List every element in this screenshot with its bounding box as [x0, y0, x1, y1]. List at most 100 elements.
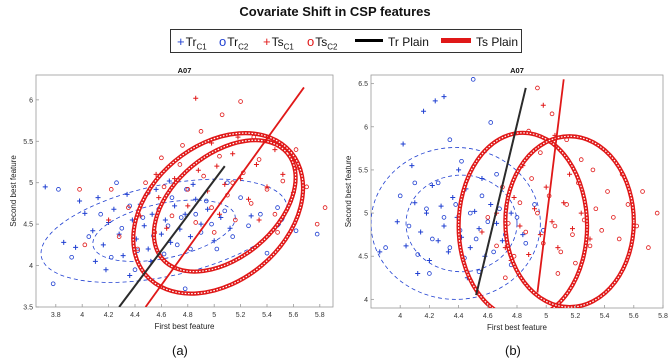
data-point-trc1: [394, 219, 400, 225]
data-point-tsc1: [106, 217, 112, 223]
data-point-trc1: [456, 167, 462, 173]
test-covariance-ellipse: [151, 138, 298, 274]
data-point-tsc1: [222, 181, 228, 187]
data-point-tsc2: [555, 271, 561, 276]
y-tick-label: 4.5: [23, 222, 33, 229]
data-point-tsc2: [304, 184, 309, 190]
test-covariance-ellipse-texture: [458, 132, 588, 308]
data-point-tsc2: [573, 260, 578, 266]
plot-title: A07: [510, 66, 524, 75]
scatter-plot-b: 4 4.2 4.4 4.6 4.8 5 5.2 5.4 5.6 5.8 4 4.5 5 5.5 6 6.5 A0…: [344, 66, 668, 332]
data-point-tsc2: [599, 228, 604, 233]
data-point-tsc2: [77, 187, 82, 192]
x-axis-label: First best feature: [154, 322, 215, 331]
data-point-trc1: [127, 273, 133, 279]
data-point-tsc1: [256, 217, 262, 223]
data-point-tsc1: [549, 219, 555, 225]
data-point-tsc1: [195, 167, 201, 173]
data-point-trc1: [438, 203, 444, 209]
data-point-tsc2: [570, 232, 575, 237]
data-point-trc1: [77, 198, 83, 204]
data-point-tsc2: [82, 242, 88, 248]
data-point-trc2: [225, 180, 230, 186]
x-tick-label: 5.2: [236, 312, 246, 319]
plus-marker-icon: +: [263, 34, 271, 49]
data-point-trc1: [82, 210, 88, 216]
data-point-trc1: [400, 141, 406, 147]
data-point-trc1: [520, 232, 526, 238]
x-tick-label: 4.4: [454, 313, 464, 320]
data-point-tsc1: [246, 196, 252, 202]
data-point-trc1: [435, 238, 441, 244]
data-point-tsc2: [209, 205, 214, 210]
x-axis-label: First best feature: [487, 323, 548, 332]
train-covariance-ellipse: [40, 178, 288, 283]
data-point-trc1: [418, 229, 424, 235]
y-tick-label: 6: [29, 97, 33, 104]
data-point-trc2: [188, 246, 193, 252]
data-point-tsc2: [646, 245, 651, 250]
data-point-trc1: [120, 253, 126, 259]
data-point-trc1: [205, 206, 211, 212]
test-decision-line: [144, 86, 305, 307]
data-point-tsc1: [537, 232, 543, 238]
data-point-tsc2: [108, 187, 114, 192]
data-point-tsc2: [159, 155, 164, 161]
data-point-trc1: [508, 210, 514, 216]
data-point-tsc1: [555, 245, 561, 251]
data-point-tsc2: [558, 249, 564, 255]
train-covariance-ellipse: [92, 199, 236, 262]
test-covariance-ellipse-texture: [504, 135, 635, 308]
data-point-trc1: [450, 195, 456, 201]
data-point-trc2: [406, 223, 412, 229]
data-point-tsc2: [322, 205, 328, 210]
data-point-trc1: [172, 203, 178, 209]
x-tick-label: 5.2: [571, 313, 581, 320]
x-tick-label: 5.8: [315, 312, 325, 319]
data-point-tsc2: [177, 162, 183, 167]
test-decision-line: [536, 79, 565, 293]
data-point-tsc1: [578, 210, 584, 216]
data-point-trc2: [415, 252, 421, 257]
data-point-tsc1: [216, 211, 222, 217]
data-point-tsc2: [611, 215, 616, 220]
data-point-tsc2: [256, 157, 262, 162]
data-point-trc1: [488, 201, 494, 207]
data-point-trc2: [424, 206, 429, 212]
data-point-trc2: [488, 120, 494, 125]
data-point-tsc1: [214, 163, 220, 169]
y-tick-label: 4: [29, 263, 33, 270]
x-tick-label: 4: [80, 312, 84, 319]
legend-item-ts-c2: oTsC2: [307, 34, 338, 52]
data-point-trc2: [430, 236, 435, 242]
data-point-tsc2: [587, 243, 593, 249]
data-point-trc1: [412, 200, 418, 206]
data-point-trc2: [222, 208, 228, 214]
data-point-trc2: [184, 187, 189, 192]
data-point-trc1: [182, 211, 188, 217]
x-tick-label: 4.6: [483, 313, 493, 320]
data-point-tsc2: [494, 243, 499, 249]
data-point-tsc2: [535, 210, 540, 216]
data-point-tsc2: [593, 206, 599, 212]
data-point-tsc1: [164, 225, 170, 231]
y-tick-label: 5.5: [358, 167, 368, 174]
data-point-trc1: [472, 208, 478, 214]
data-point-trc1: [141, 223, 147, 229]
data-point-trc2: [132, 267, 138, 273]
data-point-trc2: [108, 254, 114, 260]
data-point-trc1: [190, 181, 196, 187]
y-tick-label: 4.5: [358, 254, 368, 261]
circle-marker-icon: o: [307, 34, 315, 49]
train-covariance-ellipse: [371, 147, 541, 300]
data-point-tsc2: [143, 180, 148, 186]
data-point-trc2: [467, 210, 473, 216]
data-point-tsc2: [272, 211, 278, 217]
data-point-trc2: [203, 198, 209, 204]
data-point-trc1: [111, 206, 117, 212]
data-point-trc2: [69, 254, 74, 260]
data-point-tsc2: [201, 173, 206, 179]
data-point-tsc2: [233, 217, 238, 223]
data-point-tsc1: [543, 184, 549, 190]
data-point-tsc1: [511, 195, 517, 201]
